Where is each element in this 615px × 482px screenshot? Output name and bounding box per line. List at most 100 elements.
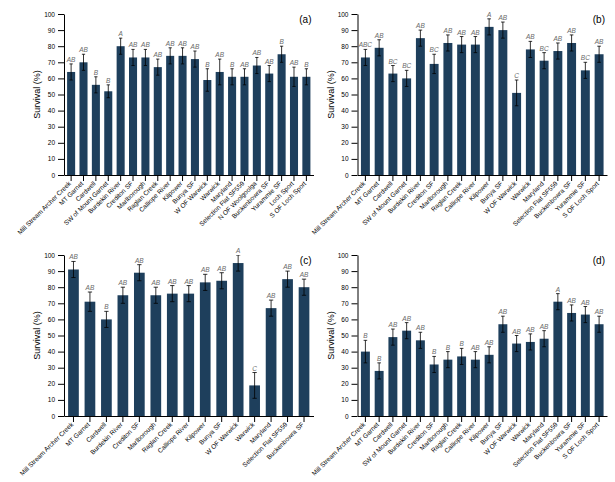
error-cap	[474, 367, 478, 368]
letter: AB	[200, 266, 210, 273]
error-stem	[461, 37, 462, 53]
error-cap	[170, 285, 174, 286]
bar	[282, 279, 293, 416]
error-stem	[557, 294, 558, 310]
error-cap	[255, 73, 258, 74]
x-tick: S OF Loch Sport	[561, 175, 601, 220]
x-tick: MT Garnet	[64, 416, 91, 448]
error-bar	[154, 287, 158, 303]
error-bar	[121, 287, 125, 303]
error-cap	[556, 59, 560, 60]
error-stem	[281, 46, 282, 62]
error-stem	[219, 59, 220, 85]
error-cap	[119, 54, 122, 55]
error-cap	[515, 105, 519, 106]
y-tick: 30	[341, 364, 357, 371]
error-bar	[252, 373, 256, 399]
tick-mark	[502, 416, 503, 422]
error-cap	[144, 49, 147, 50]
letter: AB	[282, 263, 292, 270]
tick-mark	[58, 416, 64, 417]
error-cap	[70, 63, 73, 64]
error-stem	[571, 35, 572, 51]
error-cap	[292, 86, 295, 87]
tick-mark	[352, 255, 358, 256]
bar	[134, 273, 145, 416]
error-stem	[544, 53, 545, 69]
error-cap	[432, 356, 436, 357]
letter: AB	[128, 41, 138, 48]
error-cap	[377, 39, 381, 40]
error-bar	[292, 67, 295, 86]
tick-mark	[544, 175, 545, 181]
error-stem	[306, 69, 307, 85]
error-bar	[218, 59, 221, 85]
bar	[471, 360, 480, 416]
tick-mark	[58, 287, 64, 288]
tick-mark	[58, 336, 64, 337]
error-cap	[121, 303, 125, 304]
error-stem	[221, 273, 222, 289]
error-bar	[460, 37, 464, 53]
error-bar	[446, 352, 450, 368]
letter: B	[94, 69, 99, 76]
bar	[595, 324, 604, 416]
panel: 0102030405060708090100Mill Stream Archer…	[310, 11, 607, 236]
error-cap	[391, 345, 395, 346]
letter: AB	[498, 308, 508, 315]
error-bar	[137, 265, 141, 281]
error-stem	[599, 316, 600, 332]
tick-mark	[585, 175, 586, 181]
bar	[104, 91, 112, 175]
bar	[512, 344, 521, 416]
tick-mark	[530, 175, 531, 181]
tick-mark	[352, 78, 358, 79]
tick-mark	[352, 95, 358, 96]
tick-mark	[287, 416, 288, 422]
tick-mark	[352, 143, 358, 144]
y-tick: 90	[48, 27, 64, 34]
error-cap	[584, 322, 588, 323]
error-cap	[187, 301, 191, 302]
error-stem	[182, 48, 183, 64]
y-axis-title: Survival (%)	[32, 70, 42, 119]
tick-mark	[133, 175, 134, 181]
error-cap	[529, 333, 533, 334]
letter: AB	[78, 46, 88, 53]
bar	[471, 45, 480, 175]
tick-label: 20	[341, 139, 349, 146]
error-bar	[556, 43, 560, 59]
letter: C	[514, 72, 519, 79]
error-bar	[203, 274, 207, 290]
error-cap	[432, 73, 436, 74]
tick-mark	[420, 175, 421, 181]
error-bar	[243, 69, 246, 85]
error-bar	[131, 49, 134, 65]
error-cap	[156, 59, 159, 60]
error-cap	[584, 78, 588, 79]
error-cap	[144, 65, 147, 66]
y-tick: 0	[51, 413, 64, 420]
y-axis: 0102030405060708090100	[44, 11, 64, 179]
error-cap	[206, 68, 209, 69]
error-stem	[420, 30, 421, 46]
tick-mark	[89, 416, 90, 422]
tick-mark	[194, 175, 195, 181]
letter: A	[555, 286, 560, 293]
error-cap	[269, 316, 273, 317]
error-cap	[131, 49, 134, 50]
error-cap	[529, 57, 533, 58]
letter: ABC	[358, 41, 373, 48]
error-stem	[489, 347, 490, 363]
letter: AB	[216, 265, 226, 272]
error-cap	[446, 34, 450, 35]
y-axis-title: Survival (%)	[326, 311, 336, 360]
tick-mark	[58, 319, 64, 320]
error-bar	[71, 261, 75, 277]
error-cap	[542, 346, 546, 347]
tick-mark	[254, 416, 255, 422]
error-bar	[220, 273, 224, 289]
error-bar	[391, 329, 395, 345]
y-tick: 0	[345, 172, 358, 179]
error-stem	[256, 57, 257, 73]
